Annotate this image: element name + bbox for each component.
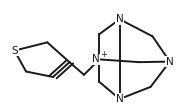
- Text: N: N: [92, 54, 99, 64]
- Text: N: N: [116, 94, 124, 104]
- Text: N: N: [116, 14, 124, 24]
- Text: S: S: [11, 46, 18, 56]
- Text: +: +: [100, 50, 107, 59]
- Text: N: N: [166, 57, 174, 67]
